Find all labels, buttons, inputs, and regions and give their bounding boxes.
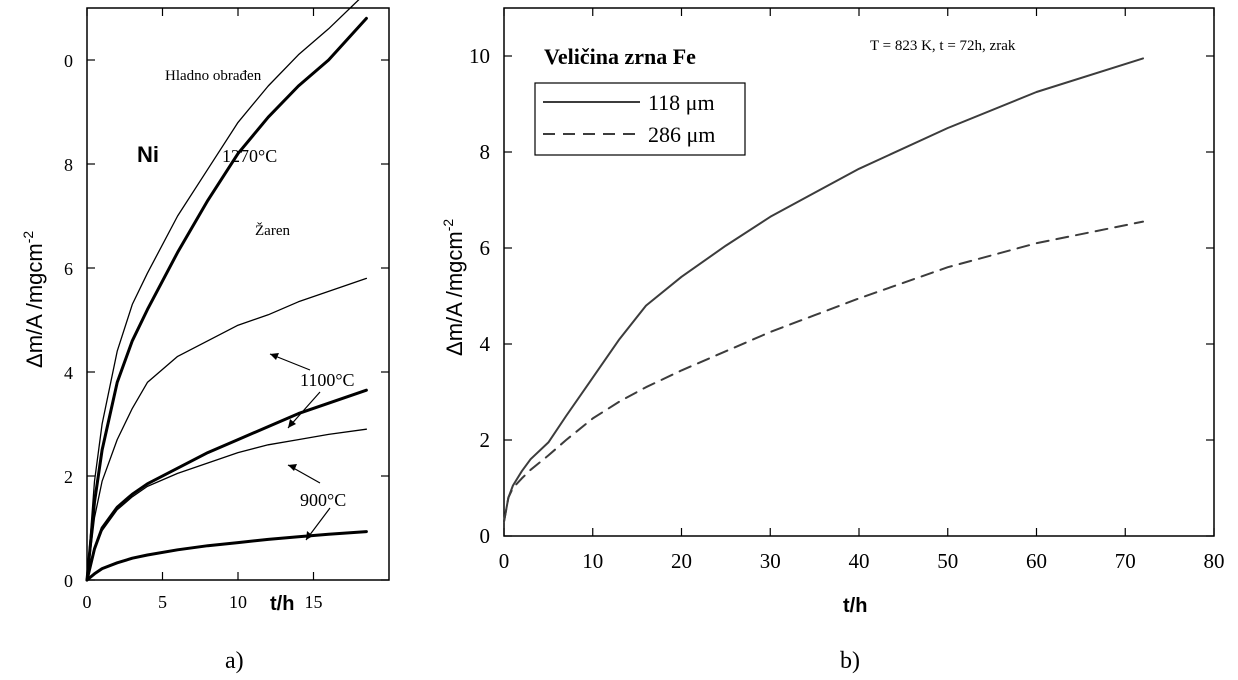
panel-b-series-line-1	[503, 57, 1144, 523]
panel-b-xlabel: t/h	[843, 595, 867, 617]
panel-b-x-tick-label: 0	[499, 549, 510, 573]
annotation-zaren: Žaren	[255, 222, 290, 239]
panel-a-y-tick-label: 4	[64, 363, 73, 383]
arrowhead-1100c-upper	[270, 353, 279, 360]
panel-b-ticks: 0 10 20 30 40 50 60 70 80 0 2 4 6 8 10	[469, 8, 1225, 573]
panel-b-x-tick-label: 60	[1026, 549, 1047, 573]
panel-a-series-line-6	[85, 530, 368, 582]
panel-a-x-tick-label: 0	[83, 592, 92, 612]
panel-b-chart: 0 10 20 30 40 50 60 70 80 0 2 4 6 8 10 Veličina zrna F…	[440, 7, 1225, 617]
panel-a-x-tick-label: 5	[158, 592, 167, 612]
panel-a-series-line-5	[86, 428, 368, 581]
panel-b-x-tick-label: 30	[760, 549, 781, 573]
panel-a-series-line-1	[86, 0, 360, 581]
arrowhead-1100c-lower	[288, 419, 296, 428]
panel-b-x-tick-label: 40	[849, 549, 870, 573]
panel-a-ticks: 0 5 10 15 0 2 4 6 8 0	[64, 8, 389, 612]
panel-b-ylabel-superscript: -2	[440, 219, 456, 232]
panel-a-series-group	[85, 0, 368, 582]
panel-a-x-tick-label: 15	[305, 592, 323, 612]
arrowhead-900c-upper	[288, 464, 297, 471]
panel-b-x-tick-label: 80	[1204, 549, 1225, 573]
panel-a-y-tick-label: 2	[64, 467, 73, 487]
annotation-1100c: 1100°C	[300, 370, 355, 390]
panel-a-ylabel-text: Δm/A /mgcm	[22, 243, 47, 368]
legend-label-118um: 118 μm	[648, 90, 715, 115]
panel-a-chart: 0 5 10 15 0 2 4 6 8 0 Ni Hladno obrađen 1270°C Ža…	[20, 0, 390, 615]
panel-b-ylabel: Δm/A /mgcm-2	[440, 219, 467, 356]
panel-a-y-tick-label: 0	[64, 51, 73, 71]
legend-label-286um: 286 μm	[648, 122, 715, 147]
panel-b-caption: b)	[840, 648, 860, 674]
panel-b-x-tick-label: 20	[671, 549, 692, 573]
annotation-900c: 900°C	[300, 490, 346, 510]
panel-b-title: Veličina zrna Fe	[544, 44, 696, 69]
panel-b-y-tick-label: 10	[469, 44, 490, 68]
panel-a-y-tick-label: 0	[64, 571, 73, 591]
panel-b-ylabel-text: Δm/A /mgcm	[442, 231, 467, 356]
panel-b-y-tick-label: 4	[480, 332, 491, 356]
panel-b-y-tick-label: 6	[480, 236, 491, 260]
arrowhead-900c-lower	[306, 531, 313, 540]
panel-b-series-group	[503, 57, 1144, 523]
panel-b-series-line-2	[503, 220, 1144, 523]
panel-b-x-tick-label: 10	[582, 549, 603, 573]
annotation-1270c: 1270°C	[222, 146, 277, 166]
annotation-hladno-obraden: Hladno obrađen	[165, 68, 262, 84]
annotation-arrowheads	[270, 353, 313, 540]
panel-a-series-line-2	[85, 16, 368, 582]
panel-a-xlabel: t/h	[270, 593, 294, 615]
panel-b-y-tick-label: 8	[480, 140, 491, 164]
panel-a-caption: a)	[225, 648, 244, 674]
panel-b-y-tick-label: 2	[480, 428, 491, 452]
panel-a-series-line-4	[85, 388, 368, 582]
panel-b-x-tick-label: 50	[937, 549, 958, 573]
panel-a-material-label: Ni	[137, 142, 159, 167]
panel-a-y-tick-label: 6	[64, 259, 73, 279]
panel-a-ylabel: Δm/A /mgcm-2	[20, 231, 47, 368]
panel-a-x-tick-label: 10	[229, 592, 247, 612]
panel-b-x-tick-label: 70	[1115, 549, 1136, 573]
panel-a-y-tick-label: 8	[64, 155, 73, 175]
panel-b-legend-box	[534, 82, 746, 156]
panel-b-condition-text: T = 823 K, t = 72h, zrak	[870, 38, 1016, 54]
panel-a-ylabel-superscript: -2	[20, 231, 36, 244]
panel-a-series-line-3	[86, 277, 368, 581]
panel-b-y-tick-label: 0	[480, 524, 491, 548]
